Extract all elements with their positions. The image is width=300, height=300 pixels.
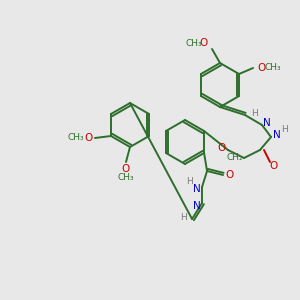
Text: CH₃: CH₃ [68, 134, 84, 142]
Text: O: O [200, 38, 208, 48]
Text: H: H [186, 178, 192, 187]
Text: N: N [193, 201, 201, 211]
Text: O: O [270, 161, 278, 171]
Text: N: N [193, 184, 201, 194]
Text: CH₂: CH₂ [227, 152, 243, 161]
Text: O: O [122, 164, 130, 174]
Text: CH₃: CH₃ [118, 173, 134, 182]
Text: H: H [250, 109, 257, 118]
Text: O: O [257, 63, 265, 73]
Text: N: N [263, 118, 271, 128]
Text: N: N [273, 130, 281, 140]
Text: H: H [282, 124, 288, 134]
Text: O: O [218, 143, 226, 153]
Text: CH₃: CH₃ [265, 64, 281, 73]
Text: CH₃: CH₃ [186, 38, 202, 47]
Text: H: H [180, 212, 186, 221]
Text: O: O [85, 133, 93, 143]
Text: O: O [225, 170, 233, 180]
